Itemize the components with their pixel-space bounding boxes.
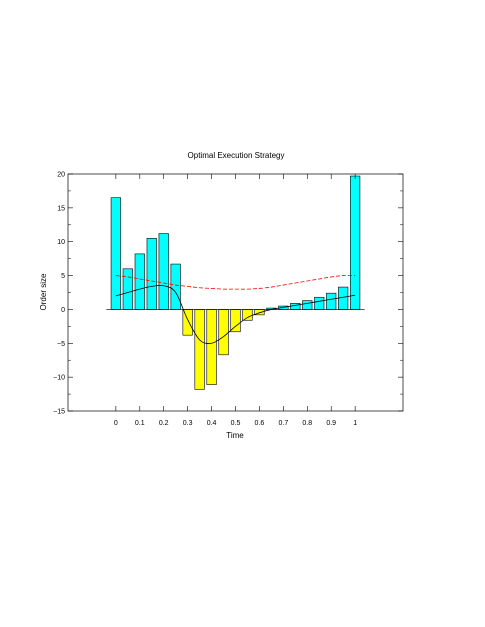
- y-tick-label: −15: [53, 409, 65, 416]
- y-tick-label: −10: [53, 375, 65, 382]
- y-tick-label: 10: [57, 239, 65, 246]
- bar: [170, 263, 181, 310]
- bar: [302, 300, 313, 310]
- x-tick-label: 0: [114, 420, 118, 427]
- bar: [194, 309, 205, 390]
- chart-title: Optimal Execution Strategy: [188, 151, 285, 160]
- y-tick-label: 0: [61, 307, 65, 314]
- bar: [110, 197, 121, 310]
- x-tick-label: 0.3: [183, 420, 193, 427]
- x-tick-label: 1: [353, 420, 357, 427]
- y-axis-label: Order size: [39, 273, 48, 310]
- x-tick-label: 0.8: [302, 420, 312, 427]
- x-tick-label: 0.4: [207, 420, 217, 427]
- solid-series-line: [115, 284, 356, 344]
- bar: [134, 253, 145, 310]
- x-tick-label: 0.5: [231, 420, 241, 427]
- x-tick-label: 0.2: [159, 420, 169, 427]
- x-tick-label: 0.9: [326, 420, 336, 427]
- bar: [350, 175, 361, 310]
- bar: [326, 292, 337, 310]
- x-tick-label: 0.7: [278, 420, 288, 427]
- bar: [218, 309, 229, 356]
- bar: [242, 309, 253, 321]
- y-tick-label: 5: [61, 273, 65, 280]
- x-axis-label: Time: [226, 431, 244, 440]
- bar: [158, 233, 169, 310]
- bar: [314, 296, 325, 310]
- bar: [230, 309, 241, 333]
- bar: [182, 309, 193, 336]
- bar: [146, 238, 157, 310]
- dashed-series-line: [115, 275, 356, 290]
- bar: [338, 286, 349, 310]
- y-tick-label: −5: [57, 341, 65, 348]
- y-axis-ticks: −15 −10 −5 0 5 10 15 20: [53, 172, 403, 416]
- y-tick-label: 15: [57, 205, 65, 212]
- bar: [290, 303, 301, 310]
- x-tick-label: 0.6: [255, 420, 265, 427]
- bars-layer: [110, 175, 361, 390]
- bar: [122, 268, 133, 310]
- series-layer: [115, 275, 356, 344]
- x-axis-ticks: 0 0.1 0.2 0.3 0.4 0.5 0.6 0.7 0.8 0.9 1: [114, 174, 357, 427]
- y-tick-label: 20: [57, 172, 65, 179]
- bar: [206, 309, 217, 385]
- x-tick-label: 0.1: [135, 420, 145, 427]
